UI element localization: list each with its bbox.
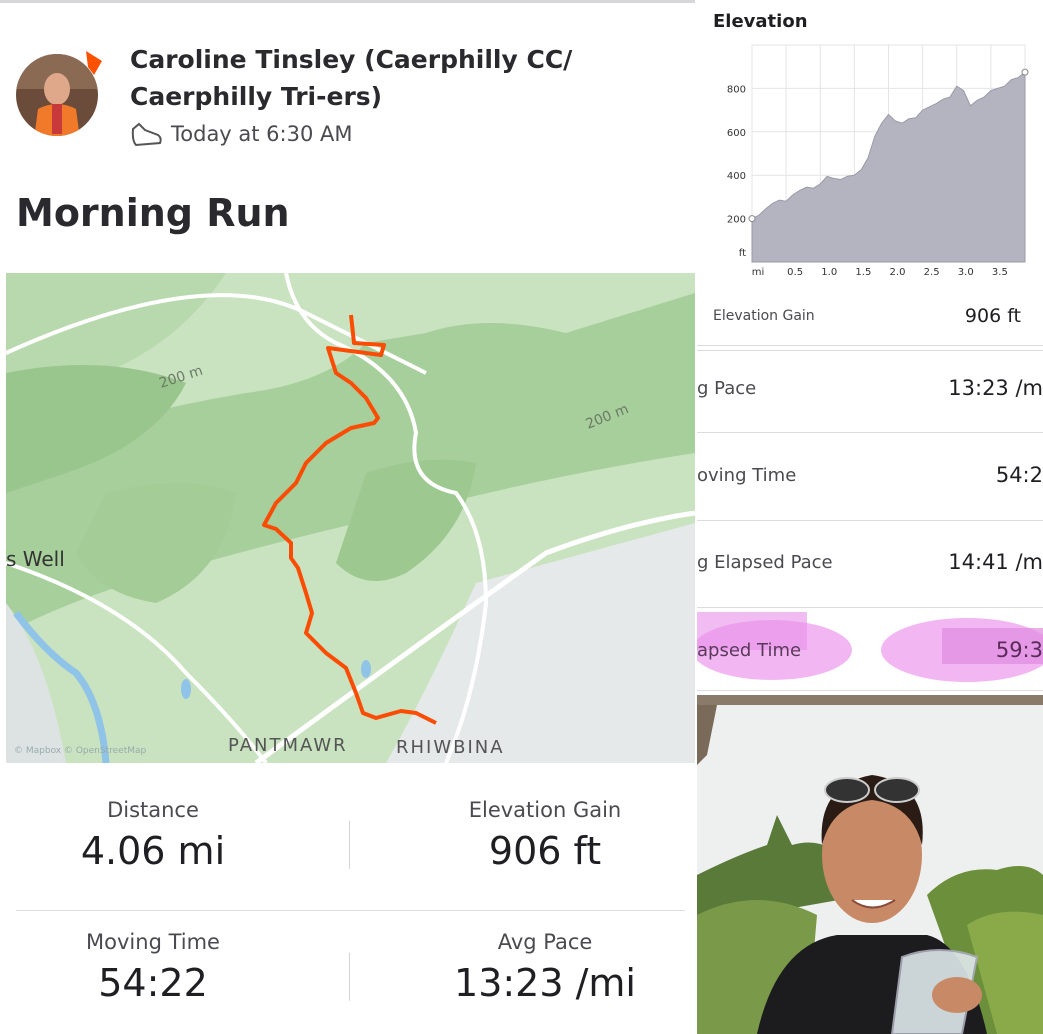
stat-value: 13:23 /mi xyxy=(454,961,636,1005)
stat-value: 54:22 xyxy=(98,961,208,1005)
row-value: 59:3 xyxy=(995,638,1043,662)
stat-value: 906 ft xyxy=(488,829,602,873)
map-label: s Well xyxy=(6,547,65,571)
elevation-title: Elevation xyxy=(713,11,808,32)
x-unit: mi xyxy=(752,267,765,278)
elevation-area xyxy=(751,71,1026,263)
x-tick-label: 2.5 xyxy=(924,267,940,278)
x-tick-label: 1.0 xyxy=(821,267,837,278)
details-panel: Elevation 200 400 600 800 0.5 1.0 1.5 2.0 2.5 3.0… xyxy=(697,0,1043,1034)
row-value: 54:2 xyxy=(995,463,1043,487)
avatar[interactable] xyxy=(14,49,104,139)
divider xyxy=(697,432,1043,433)
stat-label: Moving Time xyxy=(86,930,220,954)
stat-label: Distance xyxy=(107,798,199,822)
x-tick-label: 3.5 xyxy=(992,267,1008,278)
divider xyxy=(697,345,1043,346)
row-label: oving Time xyxy=(697,465,797,486)
row-label: Elevation Gain xyxy=(713,308,815,324)
activity-panel: Caroline Tinsley (Caerphilly CC/ Caerphi… xyxy=(0,0,695,1005)
map-label: PANTMAWR xyxy=(228,735,348,756)
x-tick-label: 2.0 xyxy=(890,267,906,278)
x-tick-label: 1.5 xyxy=(855,267,871,278)
row-value: 906 ft xyxy=(964,305,1021,327)
divider xyxy=(697,520,1043,521)
y-tick-label: 200 xyxy=(727,215,746,226)
divider xyxy=(697,350,1043,351)
row-label: g Pace xyxy=(697,378,757,399)
y-tick-label: 400 xyxy=(727,171,746,182)
divider xyxy=(349,821,350,869)
y-tick-label: 800 xyxy=(727,84,746,95)
activity-title: Morning Run xyxy=(16,191,290,235)
shoe-icon xyxy=(131,122,162,147)
end-point xyxy=(1021,68,1029,76)
map-attribution: © Mapbox © OpenStreetMap xyxy=(14,746,147,756)
row-value: 14:41 /m xyxy=(948,550,1043,574)
divider xyxy=(697,690,1043,691)
route-map[interactable]: 200 m 200 m s Well PANTMAWR RHIWBINA © M… xyxy=(6,273,695,763)
x-tick-label: 0.5 xyxy=(787,267,803,278)
y-tick-label: 600 xyxy=(727,128,746,139)
row-label: g Elapsed Pace xyxy=(697,552,833,573)
divider xyxy=(16,910,685,911)
athlete-name[interactable]: Caroline Tinsley (Caerphilly CC/ Caerphi… xyxy=(130,45,573,111)
divider xyxy=(697,607,1043,608)
y-unit: ft xyxy=(739,248,746,259)
stat-label: Avg Pace xyxy=(497,930,593,954)
row-label: apsed Time xyxy=(697,640,802,661)
activity-time: Today at 6:30 AM xyxy=(171,122,353,146)
stat-value: 4.06 mi xyxy=(80,829,226,873)
start-point xyxy=(748,215,756,223)
row-value: 13:23 /m xyxy=(948,376,1043,400)
stat-label: Elevation Gain xyxy=(468,798,622,822)
map-label: RHIWBINA xyxy=(396,737,505,758)
x-tick-label: 3.0 xyxy=(958,267,974,278)
divider xyxy=(349,953,350,1001)
highlight-marks xyxy=(697,612,1043,682)
photo[interactable] xyxy=(697,695,1043,1034)
